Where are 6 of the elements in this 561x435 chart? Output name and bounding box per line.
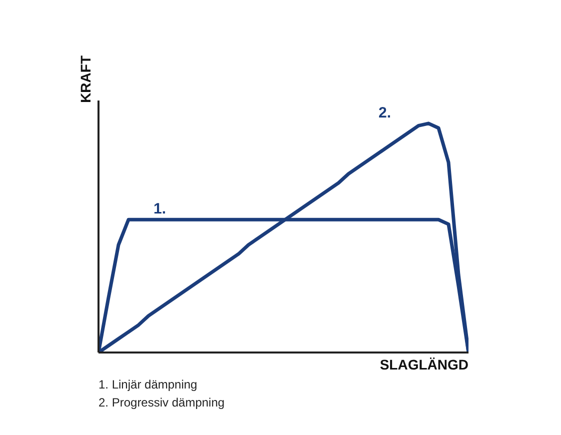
series-label: 2. [378,104,392,122]
y-axis-title: KRAFT [78,55,94,103]
series-label: 1. [154,200,166,218]
text: 2. Progressiv dämpning [98,396,225,410]
text: 1. Linjär dämpning [98,378,198,392]
x-axis-title: SLAGLÄNGD [380,356,469,372]
